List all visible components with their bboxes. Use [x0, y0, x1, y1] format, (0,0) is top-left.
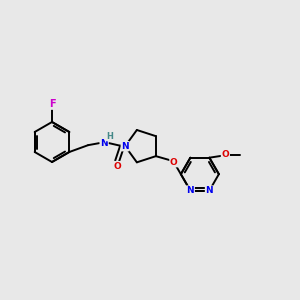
Text: N: N [187, 186, 194, 195]
Text: F: F [49, 99, 55, 109]
Text: N: N [100, 139, 108, 148]
Text: O: O [113, 162, 121, 171]
Text: O: O [170, 158, 178, 167]
Text: H: H [107, 132, 114, 141]
Text: O: O [221, 150, 229, 159]
Text: N: N [206, 186, 213, 195]
Text: N: N [121, 142, 129, 151]
